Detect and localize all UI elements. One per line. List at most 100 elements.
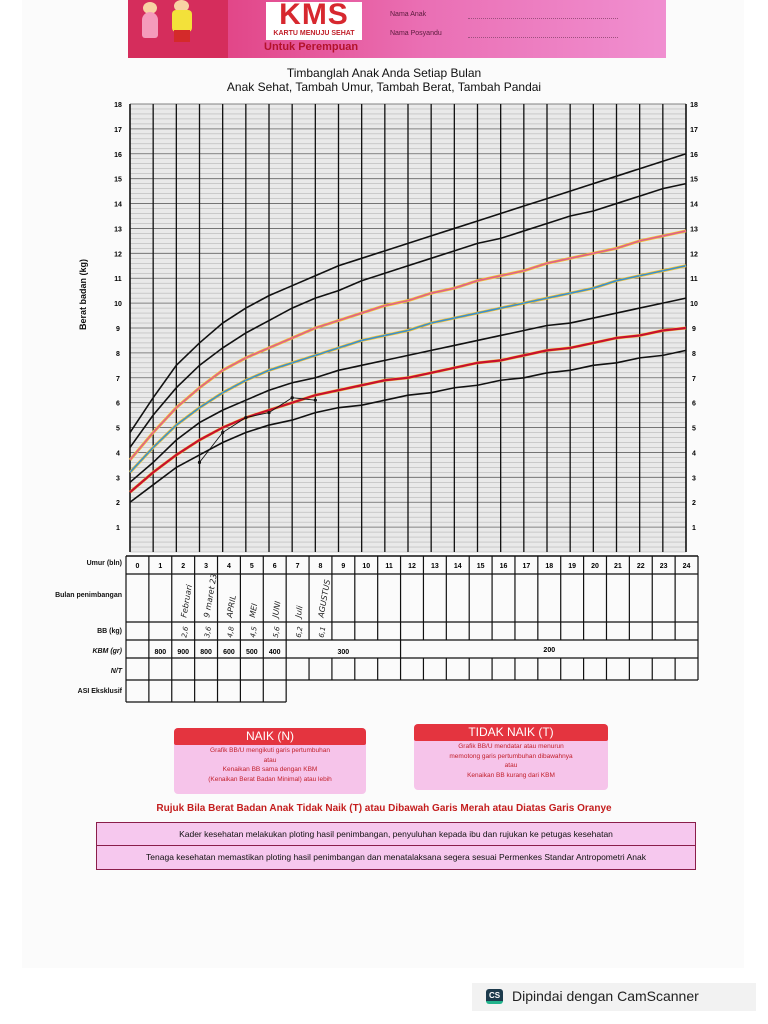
row-label-bulan: Bulan penimbangan: [55, 592, 122, 599]
svg-text:7: 7: [116, 376, 120, 383]
svg-text:12: 12: [408, 563, 416, 570]
svg-text:3: 3: [692, 475, 696, 482]
referral-table: Kader kesehatan melakukan ploting hasil …: [96, 822, 696, 870]
tidak-naik-line: Kenaikan BB kurang dari KBM: [467, 771, 555, 779]
svg-text:17: 17: [114, 127, 122, 134]
naik-line: Grafik BB/U mengikuti garis pertumbuhan: [210, 747, 330, 754]
field-name-label: Nama Anak: [390, 11, 427, 18]
svg-text:17: 17: [690, 127, 698, 134]
svg-text:6,2: 6,2: [295, 625, 305, 638]
svg-text:4: 4: [227, 563, 231, 570]
svg-text:5,6: 5,6: [272, 625, 282, 638]
svg-text:2: 2: [181, 563, 185, 570]
svg-text:11: 11: [114, 276, 122, 283]
svg-text:Februari: Februari: [179, 583, 194, 618]
svg-text:14: 14: [690, 202, 698, 209]
svg-text:16: 16: [114, 152, 122, 159]
svg-text:11: 11: [690, 276, 698, 283]
svg-text:0: 0: [135, 563, 139, 570]
logo-title: KMS: [279, 0, 349, 31]
svg-text:9 maret 23: 9 maret 23: [202, 573, 219, 618]
camscanner-watermark: CS Dipindai dengan CamScanner: [472, 983, 756, 1011]
referral-heading: Rujuk Bila Berat Badan Anak Tidak Naik (…: [156, 803, 612, 814]
svg-text:MEI: MEI: [248, 602, 259, 618]
svg-text:13: 13: [431, 563, 439, 570]
svg-text:10: 10: [362, 563, 370, 570]
svg-text:800: 800: [200, 649, 212, 656]
svg-text:5: 5: [250, 563, 254, 570]
svg-text:13: 13: [690, 226, 698, 233]
svg-text:15: 15: [477, 563, 485, 570]
svg-text:2,6: 2,6: [180, 625, 190, 638]
svg-text:14: 14: [114, 202, 122, 209]
weighing-table: 0 1 2 3 4 5 6 7 8 9 10 11 12 13 14 15 16 17 18 19 20 21 22 23 24…: [125, 555, 699, 703]
svg-text:18: 18: [545, 563, 553, 570]
row-label-nt: N/T: [110, 668, 122, 675]
svg-text:4,5: 4,5: [249, 625, 259, 638]
svg-text:7: 7: [296, 563, 300, 570]
svg-text:9: 9: [692, 326, 696, 333]
svg-text:900: 900: [177, 649, 189, 656]
svg-text:APRIL: APRIL: [225, 594, 238, 619]
field-posyandu-input[interactable]: [468, 37, 618, 38]
svg-text:6: 6: [273, 563, 277, 570]
svg-text:19: 19: [568, 563, 576, 570]
svg-text:17: 17: [523, 563, 531, 570]
row-label-bb: BB (kg): [97, 628, 122, 635]
logo-subtitle: KARTU MENUJU SEHAT: [273, 30, 355, 37]
svg-text:8: 8: [116, 351, 120, 358]
svg-text:14: 14: [454, 563, 462, 570]
svg-text:1: 1: [692, 525, 696, 532]
svg-text:24: 24: [683, 563, 691, 570]
svg-text:2: 2: [116, 500, 120, 507]
svg-text:AGUSTUS: AGUSTUS: [316, 579, 332, 619]
svg-text:800: 800: [154, 649, 166, 656]
svg-text:16: 16: [500, 563, 508, 570]
svg-text:20: 20: [591, 563, 599, 570]
row-label-kbm: KBM (gr): [92, 648, 122, 655]
tidak-naik-line: Grafik BB/U mendatar atau menurun: [458, 743, 564, 750]
children-illustration: [128, 0, 228, 58]
svg-text:9: 9: [341, 563, 345, 570]
tidak-naik-line: memotong garis pertumbuhan dibawahnya: [449, 752, 573, 760]
svg-text:JUNI: JUNI: [270, 600, 282, 620]
svg-text:15: 15: [690, 177, 698, 184]
svg-text:400: 400: [269, 649, 281, 656]
tidak-naik-line: atau: [504, 762, 518, 769]
referral-row: Tenaga kesehatan memastikan ploting hasi…: [146, 852, 646, 862]
svg-text:16: 16: [690, 152, 698, 159]
tidak-naik-box: TIDAK NAIK (T) Grafik BB/U mendatar atau…: [414, 724, 608, 790]
svg-text:6,1: 6,1: [318, 626, 328, 638]
svg-text:12: 12: [690, 251, 698, 258]
svg-text:3,6: 3,6: [203, 625, 213, 638]
svg-text:Juli: Juli: [293, 604, 304, 620]
svg-text:6: 6: [116, 401, 120, 408]
chart-title-2: Anak Sehat, Tambah Umur, Tambah Berat, T…: [226, 80, 542, 94]
svg-text:4,8: 4,8: [226, 625, 236, 638]
svg-text:300: 300: [338, 649, 350, 656]
svg-text:13: 13: [114, 226, 122, 233]
svg-text:4: 4: [692, 450, 696, 457]
watermark-text: Dipindai dengan CamScanner: [512, 988, 699, 1004]
svg-text:15: 15: [114, 177, 122, 184]
svg-text:23: 23: [660, 563, 668, 570]
svg-text:3: 3: [116, 475, 120, 482]
svg-text:600: 600: [223, 649, 235, 656]
referral-row: Kader kesehatan melakukan ploting hasil …: [97, 823, 695, 846]
svg-text:22: 22: [637, 563, 645, 570]
svg-text:200: 200: [543, 647, 555, 654]
naik-line: (Kenaikan Berat Badan Minimal) atau lebi…: [208, 775, 332, 783]
field-posyandu-label: Nama Posyandu: [390, 30, 442, 37]
svg-text:18: 18: [114, 102, 122, 109]
naik-line: Kenaikan BB sama dengan KBM: [222, 766, 318, 773]
svg-text:500: 500: [246, 649, 258, 656]
kms-header: KMS KARTU MENUJU SEHAT Untuk Perempuan N…: [128, 0, 666, 58]
svg-text:1: 1: [158, 563, 162, 570]
svg-text:11: 11: [385, 563, 393, 570]
field-name-input[interactable]: [468, 18, 618, 19]
svg-text:7: 7: [692, 376, 696, 383]
svg-text:1: 1: [116, 525, 120, 532]
row-label-umur: Umur (bln): [86, 560, 122, 567]
svg-text:6: 6: [692, 401, 696, 408]
svg-text:4: 4: [116, 450, 120, 457]
